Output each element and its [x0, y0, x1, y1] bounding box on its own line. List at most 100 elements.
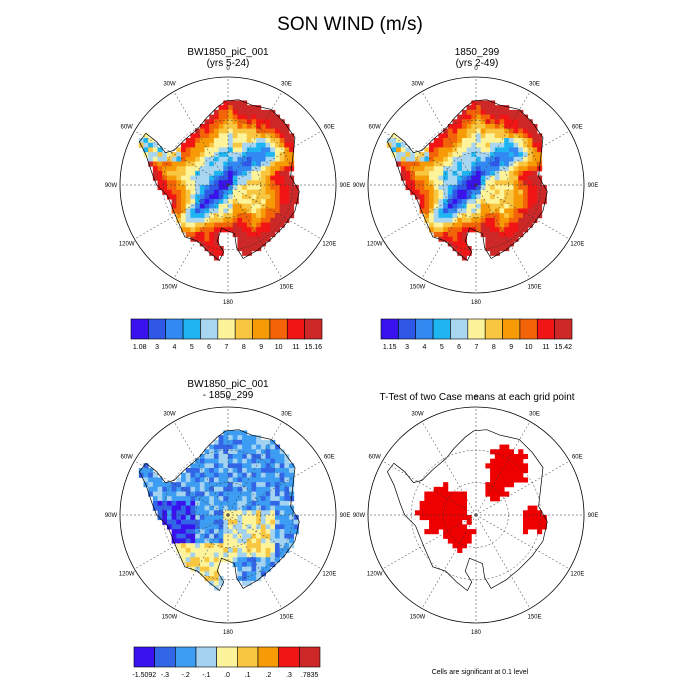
- grid-cell: [537, 142, 543, 148]
- meridian-line: [227, 184, 283, 279]
- grid-cell: [532, 138, 538, 144]
- grid-cell: [218, 510, 224, 516]
- grid-cell: [270, 449, 276, 455]
- grid-cell: [223, 510, 229, 516]
- lon-label: 30E: [529, 412, 540, 418]
- grid-cell: [433, 142, 439, 148]
- grid-cell: [251, 199, 257, 205]
- grid-cell: [270, 439, 276, 445]
- grid-cell: [251, 482, 257, 488]
- grid-cell: [504, 194, 510, 200]
- grid-cell: [185, 515, 191, 521]
- grid-cell: [195, 543, 201, 549]
- grid-cell: [532, 156, 538, 162]
- grid-cell: [284, 170, 290, 177]
- grid-cell: [176, 156, 182, 162]
- grid-cell: [518, 109, 524, 115]
- grid-cell: [452, 217, 458, 223]
- grid-cell: [494, 185, 500, 191]
- grid-cell: [256, 142, 262, 148]
- grid-cell: [494, 236, 500, 242]
- grid-cell: [461, 147, 468, 153]
- grid-cell: [424, 213, 430, 219]
- grid-cell: [270, 128, 276, 134]
- grid-cell: [171, 161, 177, 167]
- grid-cell: [513, 109, 519, 115]
- grid-cell: [213, 524, 220, 530]
- grid-cell: [246, 576, 252, 582]
- grid-cell: [424, 170, 430, 177]
- grid-cell: [518, 189, 524, 195]
- grid-cell: [181, 482, 187, 488]
- grid-cell: [181, 505, 187, 511]
- grid-cell: [176, 166, 182, 172]
- lon-label: 150W: [410, 614, 426, 620]
- grid-cell: [485, 119, 491, 125]
- grid-cell: [204, 123, 210, 130]
- latitude-circle: [195, 482, 261, 548]
- grid-cell: [213, 557, 220, 563]
- grid-cell: [400, 175, 406, 181]
- grid-cell: [199, 161, 205, 167]
- grid-cell: [209, 213, 215, 219]
- grid-cell: [242, 175, 248, 181]
- grid-cell: [251, 543, 257, 549]
- grid-cell: [452, 156, 458, 162]
- grid-cell: [466, 246, 472, 252]
- grid-cell: [204, 449, 210, 455]
- grid-cell: [166, 505, 173, 511]
- grid-cell: [232, 194, 238, 200]
- grid-cell: [480, 147, 486, 153]
- grid-cell: [246, 147, 252, 153]
- grid-cell: [289, 138, 295, 144]
- grid-cell: [242, 161, 248, 167]
- grid-cell: [265, 524, 271, 530]
- grid-cell: [256, 453, 262, 460]
- grid-cell: [457, 128, 463, 134]
- grid-cell: [508, 161, 514, 167]
- grid-cell: [157, 477, 163, 483]
- grid-cell: [265, 510, 271, 516]
- grid-cell: [284, 477, 290, 483]
- grid-cell: [204, 519, 210, 525]
- grid-cell: [232, 496, 238, 502]
- grid-cell: [438, 231, 444, 238]
- grid-cell: [199, 458, 205, 464]
- grid-cell: [260, 496, 266, 502]
- grid-cell: [223, 152, 229, 158]
- meridian-line: [227, 514, 322, 570]
- grid-cell: [148, 486, 154, 492]
- grid-cell: [218, 166, 224, 172]
- grid-cell: [476, 123, 482, 130]
- grid-cell: [513, 231, 519, 238]
- grid-cell: [443, 529, 449, 535]
- grid-cell: [246, 241, 252, 247]
- grid-cell: [490, 123, 496, 130]
- grid-cell: [260, 213, 266, 219]
- grid-cell: [504, 241, 510, 247]
- grid-cell: [274, 133, 281, 139]
- grid-cell: [429, 147, 435, 153]
- grid-cell: [199, 500, 205, 507]
- grid-cell: [204, 156, 210, 162]
- grid-cell: [232, 524, 238, 530]
- grid-cell: [223, 538, 229, 544]
- grid-cell: [504, 161, 510, 167]
- grid-cell: [289, 519, 295, 525]
- grid-cell: [185, 500, 191, 507]
- grid-cell: [480, 217, 486, 223]
- grid-cell: [256, 138, 262, 144]
- grid-cell: [504, 468, 510, 474]
- grid-cell: [457, 236, 463, 242]
- grid-cell: [218, 128, 224, 134]
- grid-cell: [522, 152, 529, 158]
- meridian-line: [382, 130, 477, 186]
- grid-cell: [246, 128, 252, 134]
- grid-cell: [251, 189, 257, 195]
- grid-cell: [213, 138, 220, 144]
- grid-cell: [433, 500, 439, 507]
- grid-cell: [251, 491, 257, 497]
- grid-cell: [256, 189, 262, 195]
- grid-cell: [424, 203, 430, 209]
- meridian-line: [382, 184, 477, 240]
